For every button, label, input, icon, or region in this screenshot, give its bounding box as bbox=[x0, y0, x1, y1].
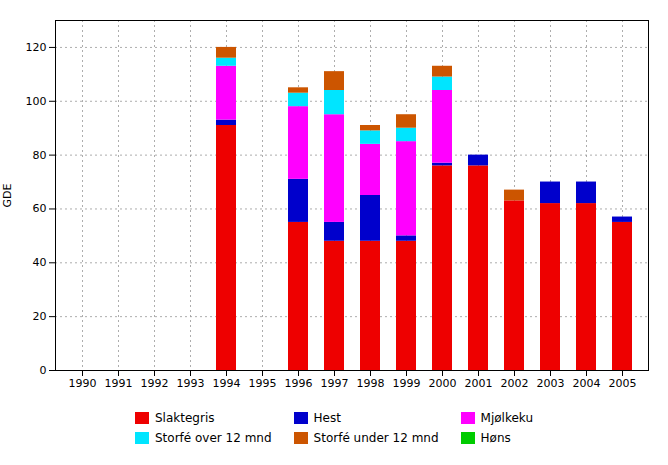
svg-text:1991: 1991 bbox=[105, 377, 133, 390]
svg-text:100: 100 bbox=[26, 95, 47, 108]
svg-text:1995: 1995 bbox=[249, 377, 277, 390]
svg-text:1993: 1993 bbox=[177, 377, 205, 390]
svg-text:40: 40 bbox=[33, 256, 47, 269]
svg-text:120: 120 bbox=[26, 41, 47, 54]
svg-text:60: 60 bbox=[33, 202, 47, 215]
svg-text:1999: 1999 bbox=[393, 377, 421, 390]
svg-text:1998: 1998 bbox=[357, 377, 385, 390]
svg-text:GDE: GDE bbox=[1, 183, 14, 207]
svg-text:20: 20 bbox=[33, 310, 47, 323]
svg-text:2001: 2001 bbox=[465, 377, 493, 390]
svg-text:2004: 2004 bbox=[573, 377, 601, 390]
svg-text:1992: 1992 bbox=[141, 377, 169, 390]
html-text:Storfé over 12 mnd: Storfé over 12 mnd bbox=[155, 431, 272, 445]
svg-text:1997: 1997 bbox=[321, 377, 349, 390]
svg-text:2005: 2005 bbox=[609, 377, 637, 390]
svg-text:1996: 1996 bbox=[285, 377, 313, 390]
html-text:Slaktegris: Slaktegris bbox=[155, 411, 215, 425]
html-text:Storfé under 12 mnd: Storfé under 12 mnd bbox=[313, 431, 439, 445]
svg-text:80: 80 bbox=[33, 149, 47, 162]
svg-text:1990: 1990 bbox=[69, 377, 97, 390]
svg-text:1994: 1994 bbox=[213, 377, 241, 390]
svg-text:2002: 2002 bbox=[501, 377, 529, 390]
svg-text:0: 0 bbox=[40, 364, 47, 377]
html-text:Høns: Høns bbox=[480, 431, 511, 445]
svg-text:2000: 2000 bbox=[429, 377, 457, 390]
html-text:Hest: Hest bbox=[313, 411, 341, 425]
svg-text:2003: 2003 bbox=[537, 377, 565, 390]
html-text:Mjølkeku: Mjølkeku bbox=[480, 411, 533, 425]
